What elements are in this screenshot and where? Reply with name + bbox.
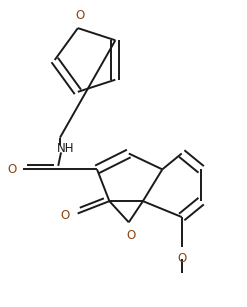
Text: NH: NH xyxy=(57,142,74,155)
Text: O: O xyxy=(61,209,70,222)
Text: O: O xyxy=(8,163,17,176)
Text: O: O xyxy=(177,252,186,265)
Text: O: O xyxy=(75,9,84,22)
Text: O: O xyxy=(126,229,135,242)
